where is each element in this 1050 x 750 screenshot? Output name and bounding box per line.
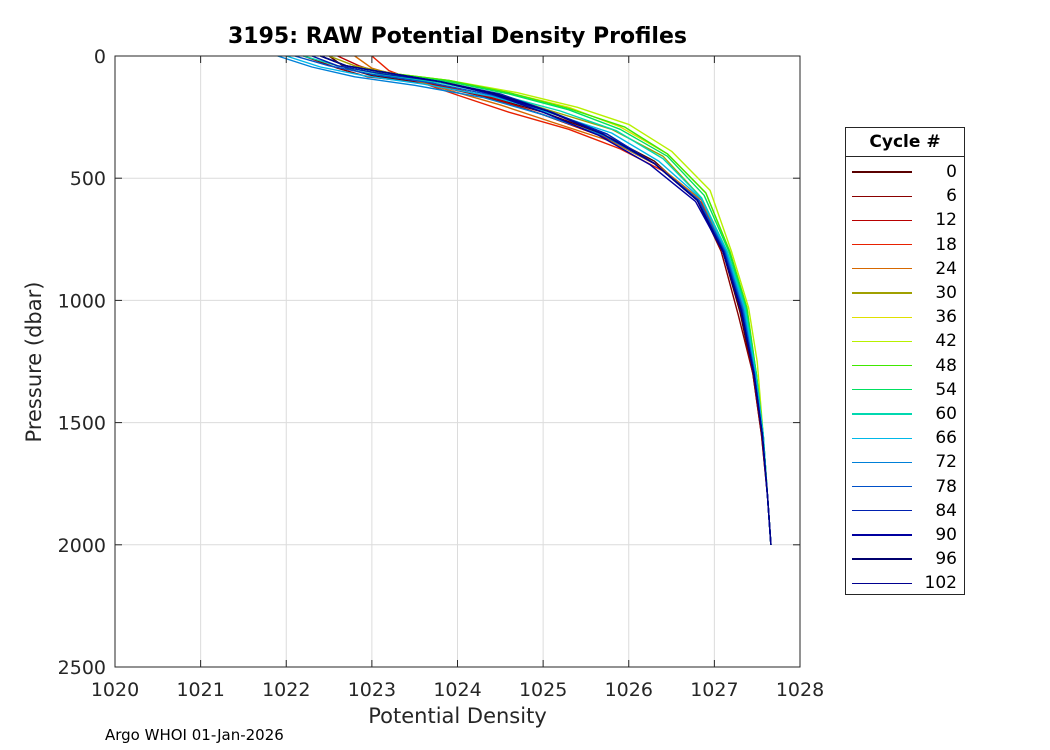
legend-label: 42 <box>935 331 957 352</box>
legend-entry: 102 <box>846 571 964 595</box>
legend-swatch <box>852 510 912 512</box>
legend-label: 12 <box>935 210 957 231</box>
legend-label: 90 <box>935 524 957 545</box>
legend-title: Cycle # <box>846 128 964 157</box>
legend-label: 36 <box>935 307 957 328</box>
x-tick-label: 1027 <box>690 679 738 701</box>
x-axis-label: Potential Density <box>368 704 547 728</box>
legend-swatch <box>852 292 912 294</box>
legend-swatch <box>852 437 912 439</box>
legend-entry: 84 <box>846 499 964 523</box>
legend-swatch <box>852 364 912 367</box>
legend-label: 66 <box>935 428 957 449</box>
legend-entry: 12 <box>846 208 964 232</box>
y-tick-label: 1500 <box>58 413 106 435</box>
series-line-cycle-102 <box>320 55 772 545</box>
y-tick-label: 1000 <box>58 290 106 312</box>
legend-entry: 42 <box>846 329 964 353</box>
legend-entry: 0 <box>846 160 964 184</box>
series-layer <box>277 55 772 545</box>
legend-entry: 36 <box>846 305 964 329</box>
legend-label: 0 <box>946 162 957 183</box>
legend-label: 72 <box>935 452 957 473</box>
legend-swatch <box>852 582 912 584</box>
legend-label: 54 <box>935 379 957 400</box>
legend-label: 30 <box>935 283 957 304</box>
x-tick-label: 1021 <box>176 679 224 701</box>
legend-label: 24 <box>935 258 957 279</box>
y-tick-label: 500 <box>70 168 106 190</box>
x-tick-label: 1026 <box>605 679 653 701</box>
legend: Cycle # 0 6 12 18 24 30 36 42 48 54 60 66 72 78 84 90 96… <box>845 127 965 595</box>
y-tick-label: 2000 <box>58 535 106 557</box>
legend-entry: 60 <box>846 402 964 426</box>
legend-entry: 30 <box>846 281 964 305</box>
legend-label: 102 <box>924 573 957 594</box>
legend-entry: 48 <box>846 354 964 378</box>
legend-swatch <box>852 413 912 415</box>
legend-items: 0 6 12 18 24 30 36 42 48 54 60 66 72 78 84 90 96 102 <box>846 157 964 595</box>
legend-entry: 90 <box>846 523 964 547</box>
legend-swatch <box>852 558 912 560</box>
legend-entry: 78 <box>846 474 964 498</box>
legend-label: 18 <box>935 234 957 255</box>
legend-entry: 96 <box>846 547 964 571</box>
legend-label: 96 <box>935 549 957 570</box>
legend-swatch <box>852 316 912 318</box>
legend-label: 78 <box>935 476 957 497</box>
x-tick-label: 1024 <box>433 679 481 701</box>
legend-entry: 6 <box>846 184 964 208</box>
chart-title: 3195: RAW Potential Density Profiles <box>228 24 687 49</box>
axis-ticks: 1020 1021 1022 1023 1024 1025 1026 1027 1028 0 500… <box>58 46 825 701</box>
legend-swatch <box>852 461 912 463</box>
legend-swatch <box>852 244 912 246</box>
x-tick-label: 1022 <box>262 679 310 701</box>
legend-swatch <box>852 389 912 391</box>
x-tick-label: 1023 <box>348 679 396 701</box>
legend-label: 48 <box>935 355 957 376</box>
legend-entry: 72 <box>846 450 964 474</box>
legend-entry: 24 <box>846 257 964 281</box>
y-tick-label: 2500 <box>58 657 106 679</box>
x-tick-label: 1020 <box>91 679 139 701</box>
legend-entry: 66 <box>846 426 964 450</box>
x-tick-label: 1025 <box>519 679 567 701</box>
legend-swatch <box>852 485 912 488</box>
legend-swatch <box>852 534 912 536</box>
legend-swatch <box>852 219 912 222</box>
legend-swatch <box>852 340 912 343</box>
legend-label: 84 <box>935 500 957 521</box>
legend-swatch <box>852 171 912 173</box>
legend-entry: 18 <box>846 233 964 257</box>
legend-swatch <box>852 268 912 270</box>
legend-entry: 54 <box>846 378 964 402</box>
y-tick-label: 0 <box>94 46 106 68</box>
x-tick-label: 1028 <box>776 679 824 701</box>
legend-swatch <box>852 195 912 197</box>
legend-label: 6 <box>946 186 957 207</box>
series-line-cycle-66 <box>286 55 772 545</box>
y-axis-label: Pressure (dbar) <box>22 281 46 443</box>
footer-credit: Argo WHOI 01-Jan-2026 <box>105 726 284 744</box>
legend-label: 60 <box>935 403 957 424</box>
